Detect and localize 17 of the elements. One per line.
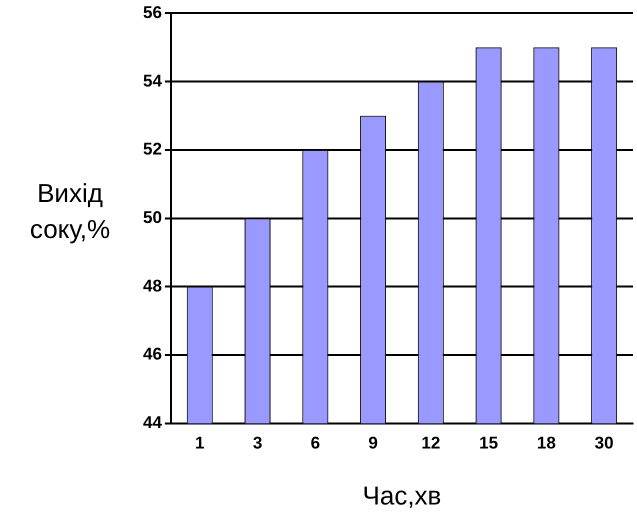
x-tick-label: 6 bbox=[310, 433, 320, 452]
x-axis-title: Час,хв bbox=[362, 480, 442, 511]
y-tick-label: 48 bbox=[142, 276, 162, 296]
y-tick-label: 56 bbox=[142, 2, 162, 22]
x-tick-label: 12 bbox=[421, 433, 440, 452]
y-tick-label: 52 bbox=[142, 140, 162, 159]
x-tick-label: 9 bbox=[368, 433, 378, 452]
y-tick-label: 46 bbox=[142, 344, 162, 364]
y-axis-title: Вихід соку,% bbox=[28, 177, 112, 246]
y-tick-label: 50 bbox=[142, 208, 162, 227]
x-tick-label: 15 bbox=[479, 433, 498, 452]
x-tick-label: 1 bbox=[195, 433, 205, 452]
x-tick-label: 3 bbox=[252, 433, 262, 452]
x-tick-label: 18 bbox=[536, 433, 556, 452]
y-tick-label: 44 bbox=[142, 413, 162, 432]
x-tick-label: 30 bbox=[594, 433, 614, 452]
y-tick-label: 54 bbox=[142, 71, 162, 90]
